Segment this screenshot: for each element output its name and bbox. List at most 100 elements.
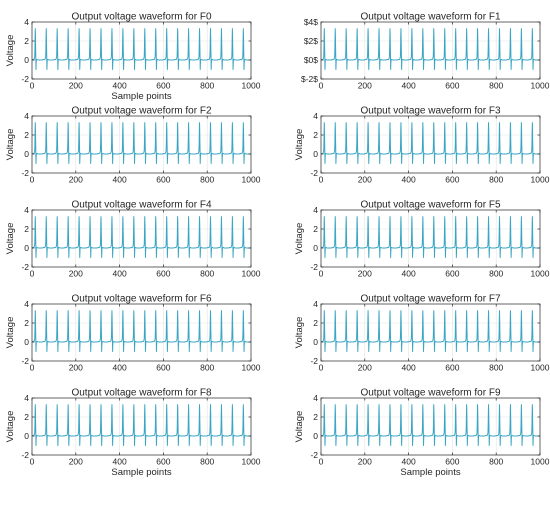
x-tick-label: 600 [156,175,170,185]
plot-area [321,304,540,361]
x-tick-label: 200 [358,175,372,185]
y-tick-label: 2 [24,412,29,422]
x-tick-label: 600 [156,457,170,467]
y-tick-label: 2 [24,318,29,328]
x-tick-label: 600 [445,269,459,279]
plot-area [32,210,251,267]
x-tick-label: 800 [489,175,503,185]
y-tick-label: -2 [310,356,318,366]
subplot-title: Output voltage waveform for F0 [71,12,212,23]
y-tick-label: 4 [24,299,29,309]
y-tick-label: -2 [21,450,29,460]
subplot-title: Output voltage waveform for F8 [71,388,212,399]
y-tick-label: 0 [313,149,318,159]
y-tick-label: 4 [24,393,29,403]
x-tick-label: 400 [402,269,416,279]
axes-frame [31,397,252,456]
waveform-line [321,122,540,164]
plot-area [321,116,540,173]
x-tick-label: 400 [113,175,127,185]
y-axis-label: Voltage [294,411,305,443]
x-tick-label: 600 [445,363,459,373]
axes-frame [31,115,252,174]
waveform-line [32,216,251,258]
y-tick-label: 2 [24,36,29,46]
x-axis-label: Sample points [400,467,460,478]
plot-area [32,22,251,79]
x-tick-label: 1000 [531,175,550,185]
x-tick-label: 200 [358,81,372,91]
subplot-title: Output voltage waveform for F9 [360,388,501,399]
y-tick-label: 4 [24,111,29,121]
x-tick-label: 800 [200,363,214,373]
x-tick-label: 1000 [242,269,261,279]
subplot-title: Output voltage waveform for F6 [71,294,212,305]
x-tick-label: 1000 [242,363,261,373]
x-tick-label: 200 [358,457,372,467]
plot-area [321,22,540,79]
x-tick-label: 0 [30,363,35,373]
axes-frame [31,209,252,268]
y-tick-label: $0$ [304,55,318,65]
axes-frame [320,21,541,80]
y-tick-label: $-2$ [301,74,318,84]
x-tick-label: 0 [319,269,324,279]
y-tick-label: 4 [313,111,318,121]
y-tick-label: 4 [24,17,29,27]
subplot-title: Output voltage waveform for F3 [360,106,501,117]
axes-frame [320,209,541,268]
y-tick-label: 0 [24,55,29,65]
y-tick-label: 2 [313,412,318,422]
y-tick-label: 4 [24,205,29,215]
x-tick-label: 1000 [242,81,261,91]
y-tick-label: 2 [313,224,318,234]
y-axis-label: Voltage [294,129,305,161]
waveform-line [32,310,251,352]
x-tick-label: 400 [402,457,416,467]
x-tick-label: 800 [489,363,503,373]
y-tick-label: 0 [24,431,29,441]
x-tick-label: 800 [489,81,503,91]
x-tick-label: 400 [113,269,127,279]
x-tick-label: 0 [319,81,324,91]
y-tick-label: 4 [313,205,318,215]
subplot-title: Output voltage waveform for F5 [360,200,501,211]
axes-frame [31,303,252,362]
x-tick-label: 400 [402,175,416,185]
x-tick-label: 600 [445,81,459,91]
x-tick-label: 0 [30,269,35,279]
y-tick-label: -2 [310,168,318,178]
waveform-line [321,216,540,258]
waveform-line [321,28,540,70]
x-tick-label: 600 [156,81,170,91]
y-tick-label: 0 [24,243,29,253]
y-tick-label: $4$ [304,17,318,27]
x-tick-label: 0 [319,175,324,185]
y-tick-label: 0 [313,431,318,441]
subplot-title: Output voltage waveform for F7 [360,294,501,305]
y-tick-label: $2$ [304,36,318,46]
subplot-1: 0 200 400 600 800 1000 $-2$ $0$ $2$ $4$ Output vol… [301,12,550,91]
x-tick-label: 400 [402,81,416,91]
y-tick-label: -2 [21,356,29,366]
x-tick-label: 800 [489,269,503,279]
x-tick-label: 200 [69,363,83,373]
waveform-line [321,310,540,352]
subplot-title: Output voltage waveform for F4 [71,200,212,211]
x-tick-label: 800 [200,175,214,185]
x-tick-label: 0 [30,457,35,467]
x-tick-label: 200 [69,457,83,467]
plot-area [32,398,251,455]
y-axis-label: Voltage [294,223,305,255]
waveform-line [32,122,251,164]
x-tick-label: 600 [156,363,170,373]
x-tick-label: 800 [200,269,214,279]
subplot-title: Output voltage waveform for F1 [360,12,501,23]
